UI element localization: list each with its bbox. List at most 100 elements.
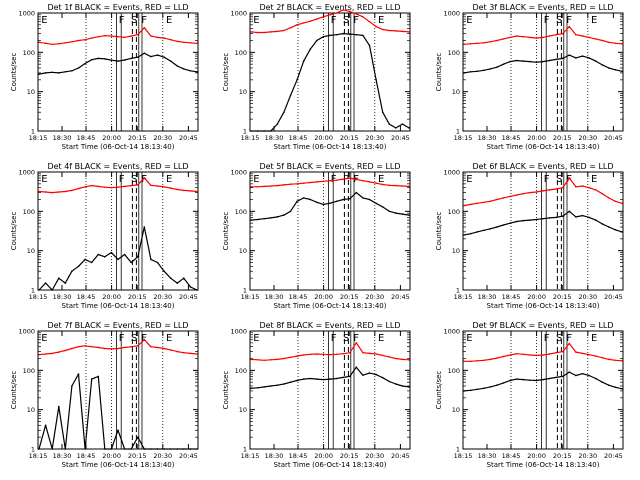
data-point xyxy=(322,180,325,183)
data-point xyxy=(335,33,338,36)
data-point xyxy=(621,202,623,205)
chart-title: Det 8f BLACK = Events, RED = LLD xyxy=(259,321,400,330)
data-point xyxy=(575,186,577,188)
data-point xyxy=(469,71,472,73)
data-point xyxy=(150,345,152,348)
data-point xyxy=(329,378,331,380)
interval-label: E xyxy=(166,333,172,344)
x-tick-label: 20:45 xyxy=(179,293,198,301)
data-point xyxy=(502,38,505,40)
data-point xyxy=(196,289,198,291)
interval-label: E xyxy=(166,174,172,185)
data-point xyxy=(183,277,185,280)
interval-label: F xyxy=(331,15,337,26)
data-point xyxy=(256,130,259,132)
chart-title: Det 2f BLACK = Events, RED = LLD xyxy=(259,3,400,12)
data-point xyxy=(296,379,298,382)
data-point xyxy=(562,215,564,217)
data-point xyxy=(388,184,391,187)
data-point xyxy=(296,24,298,26)
data-point xyxy=(355,366,358,369)
data-point xyxy=(509,36,511,39)
interval-label: E xyxy=(253,333,259,344)
interval-label: F xyxy=(566,174,572,185)
x-tick-label: 20:00 xyxy=(102,293,121,301)
data-point xyxy=(581,185,584,187)
x-tick-label: 20:45 xyxy=(604,293,623,301)
data-point xyxy=(469,43,472,45)
data-point xyxy=(289,356,292,359)
data-point xyxy=(104,186,106,188)
data-point xyxy=(51,43,53,46)
data-point xyxy=(483,42,485,44)
data-point xyxy=(568,371,571,373)
data-point xyxy=(542,217,544,220)
chart-panel: Det 6f BLACK = Events, RED = LLD 1 10 100 10… xyxy=(435,162,624,310)
data-point xyxy=(77,187,80,190)
data-point xyxy=(156,36,159,39)
data-point xyxy=(150,448,152,450)
interval-label: F xyxy=(353,15,359,26)
data-point xyxy=(270,185,272,187)
data-point xyxy=(309,198,312,201)
data-point xyxy=(309,48,312,50)
data-point xyxy=(104,58,106,60)
data-point xyxy=(575,216,577,218)
interval-label: S xyxy=(556,333,562,344)
data-point xyxy=(90,37,93,39)
data-point xyxy=(176,40,179,43)
data-point xyxy=(522,192,525,195)
data-point xyxy=(368,44,371,47)
data-point xyxy=(163,56,165,58)
interval-label: E xyxy=(41,174,47,185)
y-tick-label: 1 xyxy=(243,287,247,295)
data-point xyxy=(401,123,404,125)
data-point xyxy=(342,32,345,35)
plot-frame xyxy=(37,171,199,291)
data-point xyxy=(335,353,338,356)
x-tick-label: 18:30 xyxy=(265,452,284,460)
interval-label: E xyxy=(591,15,597,26)
x-tick-label: 20:00 xyxy=(527,134,546,142)
data-point xyxy=(250,219,252,221)
interval-label: F xyxy=(544,15,550,26)
data-point xyxy=(176,188,179,191)
data-point xyxy=(169,187,172,189)
data-point xyxy=(263,359,266,362)
data-point xyxy=(84,448,86,450)
y-tick-label: 100 xyxy=(23,367,35,375)
data-point xyxy=(395,30,397,32)
x-tick-label: 18:45 xyxy=(502,293,521,301)
data-point xyxy=(515,194,518,196)
y-tick-label: 100 xyxy=(235,49,247,57)
y-axis-label: Counts/sec xyxy=(10,53,18,92)
data-point xyxy=(44,282,47,284)
data-point xyxy=(169,448,172,450)
interval-label: F xyxy=(119,174,125,185)
interval-label: E xyxy=(466,15,472,26)
y-tick-label: 100 xyxy=(23,208,35,216)
y-tick-label: 1 xyxy=(243,446,247,454)
data-point xyxy=(509,195,511,198)
x-axis-label: Start Time (06-Oct-14 18:13:40) xyxy=(487,143,600,151)
data-point xyxy=(276,358,279,361)
data-point xyxy=(58,43,60,45)
data-point xyxy=(309,353,312,356)
y-tick-label: 1000 xyxy=(18,328,35,336)
data-point xyxy=(469,360,472,363)
data-point xyxy=(522,60,525,62)
x-tick-label: 20:00 xyxy=(527,293,546,301)
data-point xyxy=(296,183,298,185)
x-tick-label: 20:15 xyxy=(340,293,359,301)
x-axis-label: Start Time (06-Oct-14 18:13:40) xyxy=(274,302,387,310)
interval-label: S xyxy=(556,15,562,26)
data-point xyxy=(137,33,139,36)
x-tick-label: 18:45 xyxy=(289,452,308,460)
x-axis-label: Start Time (06-Oct-14 18:13:40) xyxy=(274,143,387,151)
data-point xyxy=(489,41,492,43)
data-point xyxy=(263,185,266,188)
data-point xyxy=(250,186,252,188)
data-point xyxy=(515,352,518,355)
data-point xyxy=(515,35,518,37)
data-point xyxy=(169,38,172,41)
